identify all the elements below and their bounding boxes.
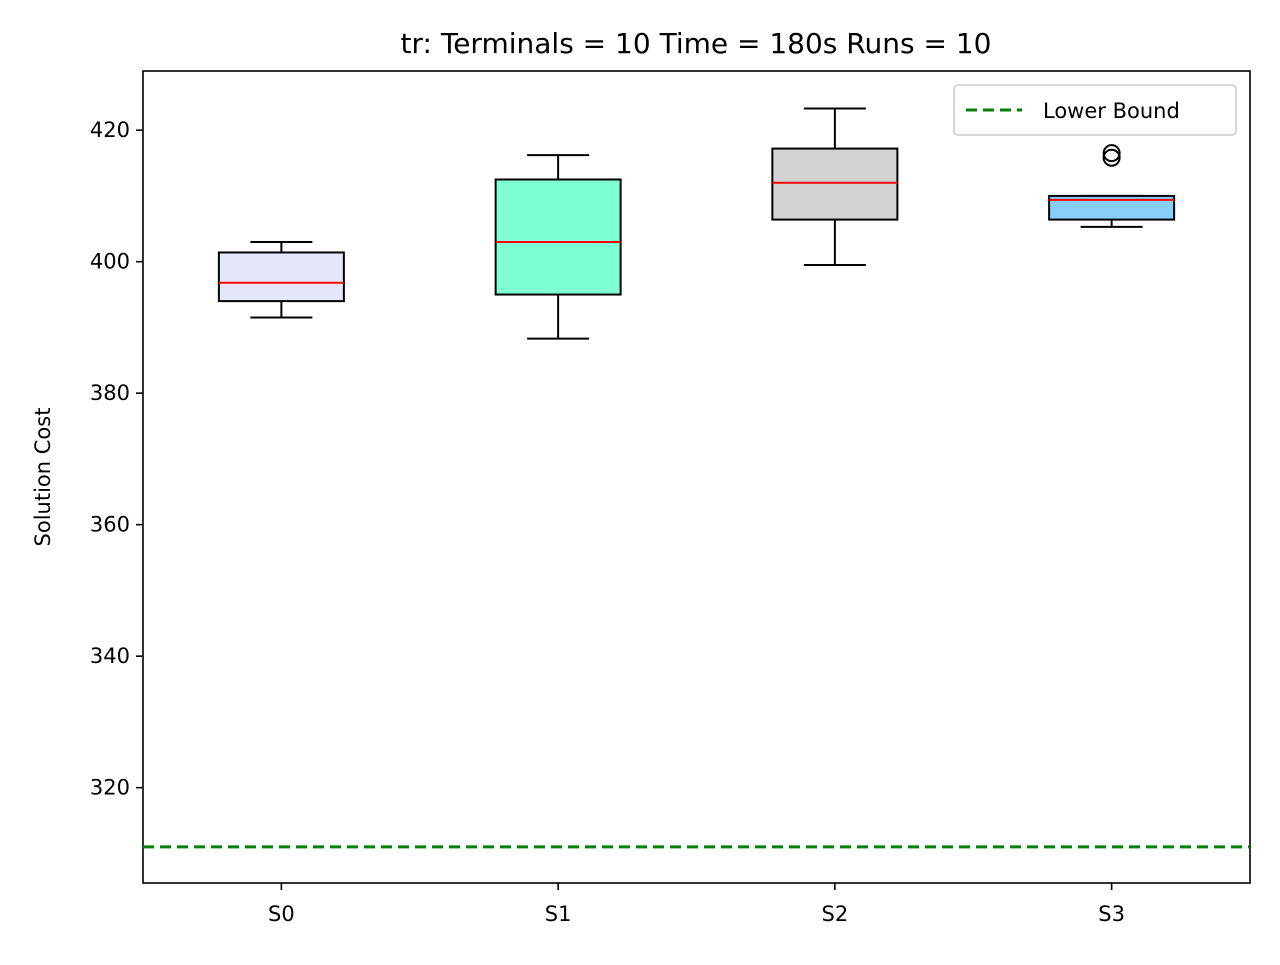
x-tick-label: S1 bbox=[545, 902, 572, 926]
y-tick-label: 340 bbox=[90, 644, 130, 668]
legend-box bbox=[953, 84, 1237, 136]
plot-area: 320 340 360 380 400 420 S0 S1 S2 S3 bbox=[90, 70, 1251, 926]
y-tick-label: 360 bbox=[90, 513, 130, 537]
box-S0: S0 bbox=[217, 240, 345, 926]
x-tick-label: S2 bbox=[822, 902, 849, 926]
iqr-box bbox=[217, 251, 345, 303]
outlier-point bbox=[1102, 148, 1121, 167]
iqr-box bbox=[771, 147, 899, 221]
box-S2: S2 bbox=[771, 107, 899, 926]
x-tick-label: S3 bbox=[1098, 902, 1125, 926]
y-tick-label: 320 bbox=[90, 776, 130, 800]
legend: Lower Bound bbox=[953, 84, 1237, 136]
x-tick-label: S0 bbox=[268, 902, 295, 926]
iqr-box bbox=[494, 178, 622, 296]
plot-frame bbox=[142, 70, 1251, 884]
legend-label-lower-bound: Lower Bound bbox=[1043, 99, 1180, 123]
y-axis-label: Solution Cost bbox=[31, 408, 55, 547]
y-tick-label: 380 bbox=[90, 381, 130, 405]
box-S3: S3 bbox=[1048, 144, 1176, 926]
y-tick-label: 400 bbox=[90, 250, 130, 274]
outlier-point bbox=[1102, 144, 1121, 163]
chart-title: tr: Terminals = 10 Time = 180s Runs = 10 bbox=[401, 27, 992, 60]
box-S1: S1 bbox=[494, 154, 622, 926]
y-tick-label: 420 bbox=[90, 118, 130, 142]
iqr-box bbox=[1048, 194, 1176, 221]
